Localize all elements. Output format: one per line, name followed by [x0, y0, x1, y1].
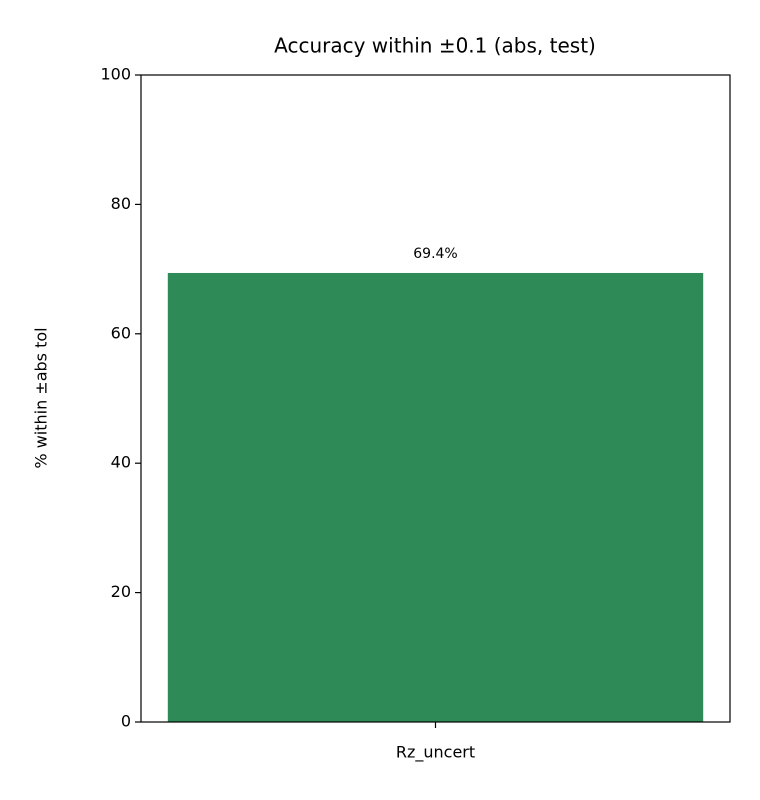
- bar: [167, 272, 704, 722]
- y-axis-label: % within ±abs tol: [32, 327, 51, 468]
- y-tick-label: 60: [111, 323, 131, 342]
- chart-title: Accuracy within ±0.1 (abs, test): [274, 34, 596, 58]
- x-tick-label: Rz_uncert: [396, 743, 475, 763]
- value-label: 69.4%: [413, 246, 457, 262]
- y-tick-label: 20: [111, 582, 131, 601]
- y-tick-label: 0: [121, 712, 131, 731]
- y-tick-label: 100: [100, 65, 131, 84]
- plot-frame: [140, 74, 731, 723]
- y-tick-label: 40: [111, 453, 131, 472]
- y-tick-label: 80: [111, 194, 131, 213]
